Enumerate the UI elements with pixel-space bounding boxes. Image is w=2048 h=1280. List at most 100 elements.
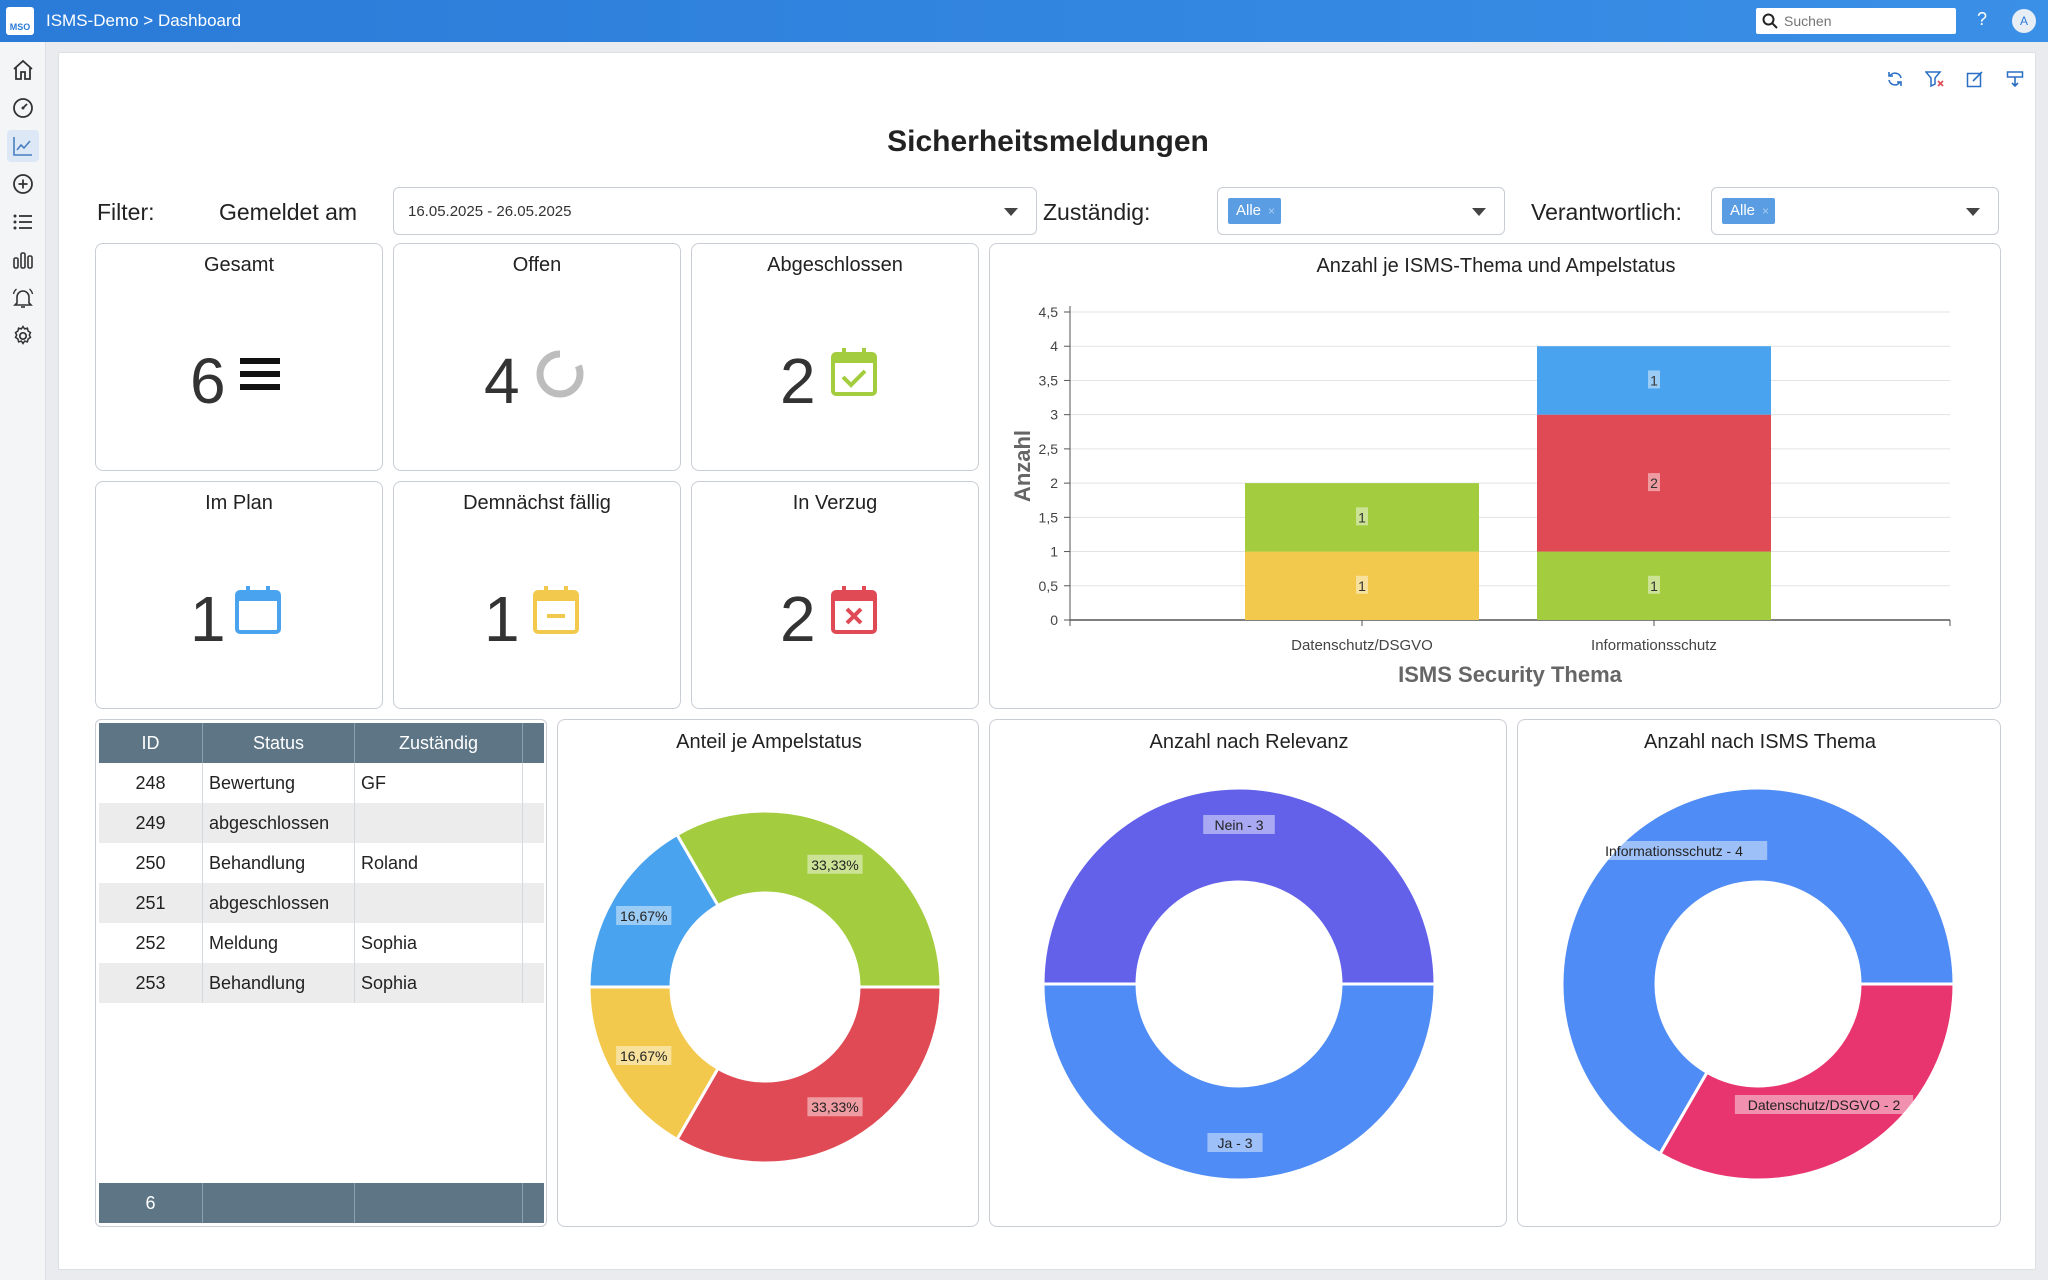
donut-slice[interactable] <box>674 809 943 989</box>
table-row[interactable]: 253 Behandlung Sophia <box>99 963 544 1003</box>
data-label-bg <box>1648 473 1660 492</box>
kpi-value: 4 <box>484 345 520 417</box>
line-chart-icon <box>13 137 32 156</box>
bell-alert-icon <box>12 288 34 308</box>
kpi-card-offen[interactable]: Offen 4 <box>393 243 681 471</box>
slice-label: Ja - 3 <box>1217 1135 1252 1151</box>
slice-label: Informationsschutz - 4 <box>1605 843 1743 859</box>
close-icon[interactable]: × <box>1762 204 1770 218</box>
edit-icon[interactable] <box>1963 67 1987 91</box>
donut-slice[interactable] <box>1560 786 1956 1156</box>
search-box[interactable] <box>1756 8 1956 34</box>
date-range-select[interactable]: 16.05.2025 - 26.05.2025 <box>393 187 1037 235</box>
incident-table: ID Status Zuständig 248 Bewertung GF 249 abg… <box>95 719 547 1227</box>
search-input[interactable] <box>1784 13 1944 29</box>
footer-count: 6 <box>99 1183 203 1223</box>
table-row[interactable]: 250 Behandlung Roland <box>99 843 544 883</box>
export-icon[interactable] <box>2003 67 2027 91</box>
sidebar-item-list[interactable] <box>7 206 39 238</box>
table-row[interactable]: 252 Meldung Sophia <box>99 923 544 963</box>
table-header: ID Status Zuständig <box>99 723 544 763</box>
slice-label-bg <box>616 1046 672 1065</box>
close-icon[interactable]: × <box>1268 204 1276 218</box>
y-tick-label: 3,5 <box>1039 372 1059 388</box>
slice-label-bg <box>1580 841 1768 860</box>
sidebar-item-home[interactable] <box>7 54 39 86</box>
sidebar-item-add[interactable] <box>7 168 39 200</box>
avatar[interactable]: A <box>2012 9 2036 33</box>
kpi-title: Offen <box>512 254 562 276</box>
column-header-zustaendig[interactable]: Zuständig <box>355 723 523 763</box>
sidebar-item-analytics[interactable] <box>7 130 39 162</box>
donut-slice[interactable] <box>1041 982 1437 1182</box>
sidebar-item-settings[interactable] <box>7 320 39 352</box>
gauge-icon <box>13 98 33 118</box>
kpi-title: Im Plan <box>205 492 273 514</box>
chart-card-relevanz: Anzahl nach Relevanz Ja - 3 Nein - 3 <box>989 719 1507 1227</box>
search-icon <box>1762 13 1778 29</box>
kpi-value: 1 <box>190 583 226 655</box>
kpi-card-gesamt[interactable]: Gesamt 6 <box>95 243 383 471</box>
cell-status: Bewertung <box>203 763 355 803</box>
y-tick-label: 2 <box>1050 475 1058 491</box>
sidebar-item-alerts[interactable] <box>7 282 39 314</box>
bar-segment[interactable] <box>1537 414 1771 552</box>
bar-segment[interactable] <box>1537 551 1771 620</box>
kpi-card-im-plan[interactable]: Im Plan 1 <box>95 481 383 709</box>
slice-label-bg <box>1207 1133 1263 1152</box>
donut-chart-relevanz: Anzahl nach Relevanz Ja - 3 Nein - 3 <box>1041 731 1437 1182</box>
donut-slice[interactable] <box>587 832 721 989</box>
zustaendig-chip[interactable]: Alle × <box>1228 198 1282 224</box>
kpi-card-abgeschlossen[interactable]: Abgeschlossen 2 <box>691 243 979 471</box>
calendar-icon <box>235 586 281 634</box>
bar-segment[interactable] <box>1245 551 1479 620</box>
verantwortlich-chip[interactable]: Alle × <box>1722 198 1776 224</box>
data-label: 2 <box>1650 475 1658 491</box>
data-label-bg <box>1648 575 1660 594</box>
cell-id: 252 <box>99 923 203 963</box>
data-label-bg <box>1356 575 1368 594</box>
gear-icon <box>14 325 32 345</box>
clear-filter-icon[interactable] <box>1923 67 1947 91</box>
donut-slice[interactable] <box>1657 982 1956 1182</box>
verantwortlich-select[interactable]: Alle × <box>1711 187 1999 235</box>
kpi-title: Demnächst fällig <box>463 492 611 514</box>
slice-label-bg <box>807 1097 863 1117</box>
column-header-status[interactable]: Status <box>203 723 355 763</box>
donut-slice[interactable] <box>674 985 943 1165</box>
help-icon[interactable]: ? <box>1976 9 1987 29</box>
kpi-value: 6 <box>190 345 226 417</box>
bar-segment[interactable] <box>1537 346 1771 415</box>
chart-card-ampelstatus: Anteil je Ampelstatus 33,33% 33,33% 16,67% 1… <box>557 719 979 1227</box>
kpi-card-demnaechst[interactable]: Demnächst fällig 1 <box>393 481 681 709</box>
breadcrumb[interactable]: ISMS-Demo > Dashboard <box>46 11 242 30</box>
progress-circle-icon <box>536 349 584 398</box>
slice-label: Nein - 3 <box>1214 817 1263 833</box>
home-icon <box>13 59 33 80</box>
sidebar <box>0 42 46 1280</box>
table-row[interactable]: 251 abgeschlossen <box>99 883 544 923</box>
chevron-down-icon <box>1004 208 1018 216</box>
kpi-title: In Verzug <box>792 492 878 514</box>
cell-zustaendig: Sophia <box>355 963 523 1003</box>
refresh-icon[interactable] <box>1883 67 1907 91</box>
zustaendig-select[interactable]: Alle × <box>1217 187 1505 235</box>
zustaendig-label: Zuständig: <box>1043 199 1151 225</box>
date-range-value: 16.05.2025 - 26.05.2025 <box>408 203 572 220</box>
column-header-id[interactable]: ID <box>99 723 203 763</box>
kpi-title: Abgeschlossen <box>767 254 903 276</box>
slice-label: 33,33% <box>811 1099 858 1115</box>
data-label: 1 <box>1358 578 1366 594</box>
page-title: Sicherheitsmeldungen <box>887 125 1209 158</box>
kpi-value: 1 <box>484 583 520 655</box>
table-row[interactable]: 249 abgeschlossen <box>99 803 544 843</box>
kpi-card-verzug[interactable]: In Verzug 2 <box>691 481 979 709</box>
app-logo[interactable]: MSO <box>6 7 34 35</box>
sidebar-item-gauge[interactable] <box>7 92 39 124</box>
kpi-value: 2 <box>780 345 816 417</box>
donut-slice[interactable] <box>1041 786 1437 986</box>
sidebar-item-reports[interactable] <box>7 244 39 276</box>
bar-segment[interactable] <box>1245 483 1479 552</box>
table-row[interactable]: 248 Bewertung GF <box>99 763 544 803</box>
y-axis-label: Anzahl <box>1010 430 1035 502</box>
